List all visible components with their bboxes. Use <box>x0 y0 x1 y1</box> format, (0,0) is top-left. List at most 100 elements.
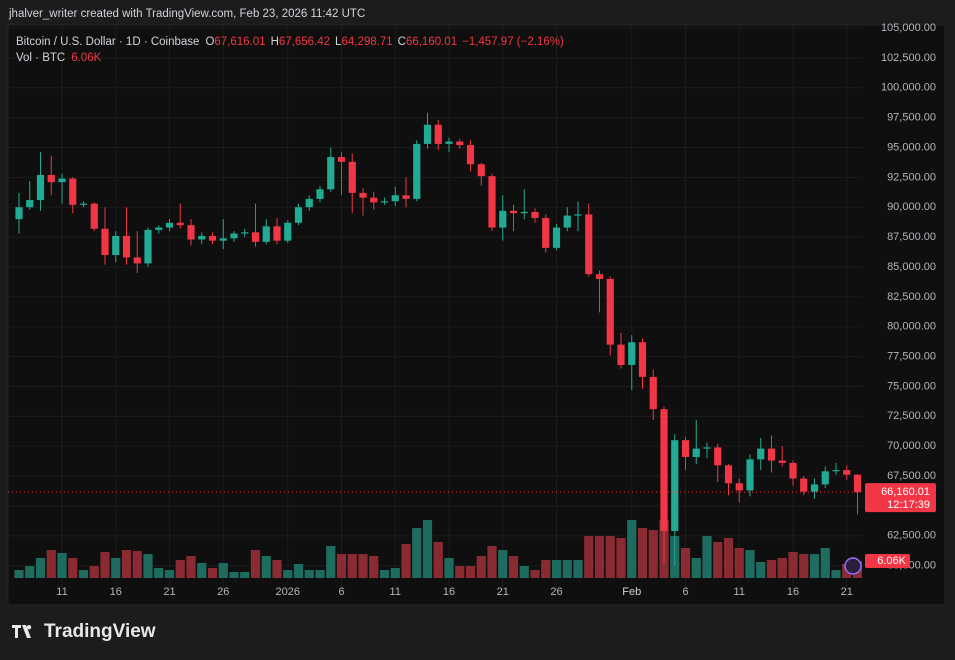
candle-body <box>359 192 367 198</box>
open-letter: O <box>205 36 214 48</box>
candle-body <box>284 222 292 241</box>
candle-body <box>703 447 711 449</box>
volume-bar <box>541 559 551 578</box>
y-tick-label: 97,500.00 <box>887 112 936 124</box>
candle-body <box>176 222 184 226</box>
candle-body <box>187 225 195 240</box>
candle-body <box>90 203 98 229</box>
volume-bar <box>197 563 207 578</box>
x-tick-label: 2026 <box>276 586 300 598</box>
candle-body <box>219 238 227 241</box>
volume-bar <box>379 569 390 578</box>
volume-bar <box>111 558 121 578</box>
candle-body <box>69 178 77 205</box>
candle-body <box>574 214 582 216</box>
candle-body <box>391 195 399 202</box>
y-tick-label: 67,500.00 <box>887 470 936 482</box>
x-tick-label: 6 <box>338 586 344 598</box>
countdown: 12:17:39 <box>887 499 930 511</box>
y-tick-label: 70,000.00 <box>887 440 936 452</box>
y-tick-label: 100,000.00 <box>881 82 936 94</box>
ohlc-legend: Bitcoin / U.S. Dollar · 1D · Coinbase O67… <box>16 36 564 48</box>
candle-body <box>241 232 249 234</box>
volume-bar <box>562 559 572 578</box>
volume-bar <box>336 554 347 578</box>
candle-body <box>714 447 722 466</box>
x-tick-label: 6 <box>682 586 688 598</box>
volume-bar <box>809 554 820 578</box>
y-tick-label: 80,000.00 <box>887 321 936 333</box>
volume-name: Vol · BTC <box>16 52 65 64</box>
candle-body <box>789 462 797 479</box>
volume-bar <box>25 566 35 578</box>
candle-body <box>853 474 862 493</box>
candle-body <box>735 483 743 491</box>
volume-bar <box>788 551 798 578</box>
x-tick-label: 26 <box>217 586 229 598</box>
volume-bar <box>455 566 465 578</box>
candle-body <box>660 409 668 532</box>
candle-body <box>821 471 829 485</box>
candle-body <box>509 210 518 214</box>
candle-body <box>563 215 571 228</box>
volume-bar <box>433 541 443 578</box>
candle-body <box>36 174 45 201</box>
candle-body <box>671 440 679 532</box>
candle-body <box>445 141 453 144</box>
candle-body <box>843 470 851 475</box>
candle-body <box>26 200 34 208</box>
candle-body <box>800 478 808 492</box>
volume-bar <box>745 549 755 578</box>
candle-body <box>402 195 410 199</box>
volume-bar <box>756 561 766 578</box>
volume-bar <box>261 556 271 578</box>
volume-value: 6.06K <box>71 52 101 64</box>
candle-body <box>617 344 625 365</box>
volume-bar <box>293 564 304 578</box>
candle-body <box>101 228 109 256</box>
y-tick-label: 90,000.00 <box>887 201 936 213</box>
candle-body <box>294 207 303 223</box>
volume-bar <box>680 548 691 578</box>
candle-body <box>251 232 260 242</box>
volume-bar <box>487 546 497 578</box>
volume-bar <box>573 559 583 578</box>
y-tick-label: 75,000.00 <box>887 380 936 392</box>
high-letter: H <box>271 36 279 48</box>
volume-bar <box>207 568 218 578</box>
candle-body <box>488 176 496 228</box>
volume-bar <box>627 520 637 578</box>
y-tick-label: 102,500.00 <box>881 52 936 64</box>
volume-label: 6.06K <box>877 555 906 567</box>
candle-body <box>348 161 356 193</box>
volume-bar <box>390 568 400 578</box>
candle-body <box>79 203 88 205</box>
candle-body <box>499 210 507 228</box>
candle-body <box>273 226 281 241</box>
x-tick-label: 21 <box>497 586 509 598</box>
volume-bar <box>422 520 433 578</box>
candle-body <box>552 227 561 248</box>
volume-legend: Vol · BTC 6.06K <box>16 52 102 64</box>
candle-body <box>380 201 389 203</box>
logo-mark <box>12 625 32 638</box>
candle-body <box>477 164 485 177</box>
candle-body <box>144 229 152 264</box>
candle-body <box>724 465 733 484</box>
credit: jhalver_writer created with TradingView.… <box>8 8 365 20</box>
candle-body <box>585 214 593 275</box>
high-value: 67,656.42 <box>279 36 330 48</box>
volume-bar <box>358 554 368 578</box>
volume-bar <box>229 571 239 578</box>
volume-bar <box>250 549 261 578</box>
volume-bar <box>616 538 626 578</box>
volume-bar <box>121 549 132 578</box>
y-tick-label: 105,000.00 <box>881 22 936 34</box>
close-value: 66,160.01 <box>406 36 457 48</box>
candle-body <box>305 198 313 208</box>
assistant-icon <box>844 557 862 575</box>
candle-body <box>15 207 23 220</box>
volume-bar <box>78 569 89 578</box>
